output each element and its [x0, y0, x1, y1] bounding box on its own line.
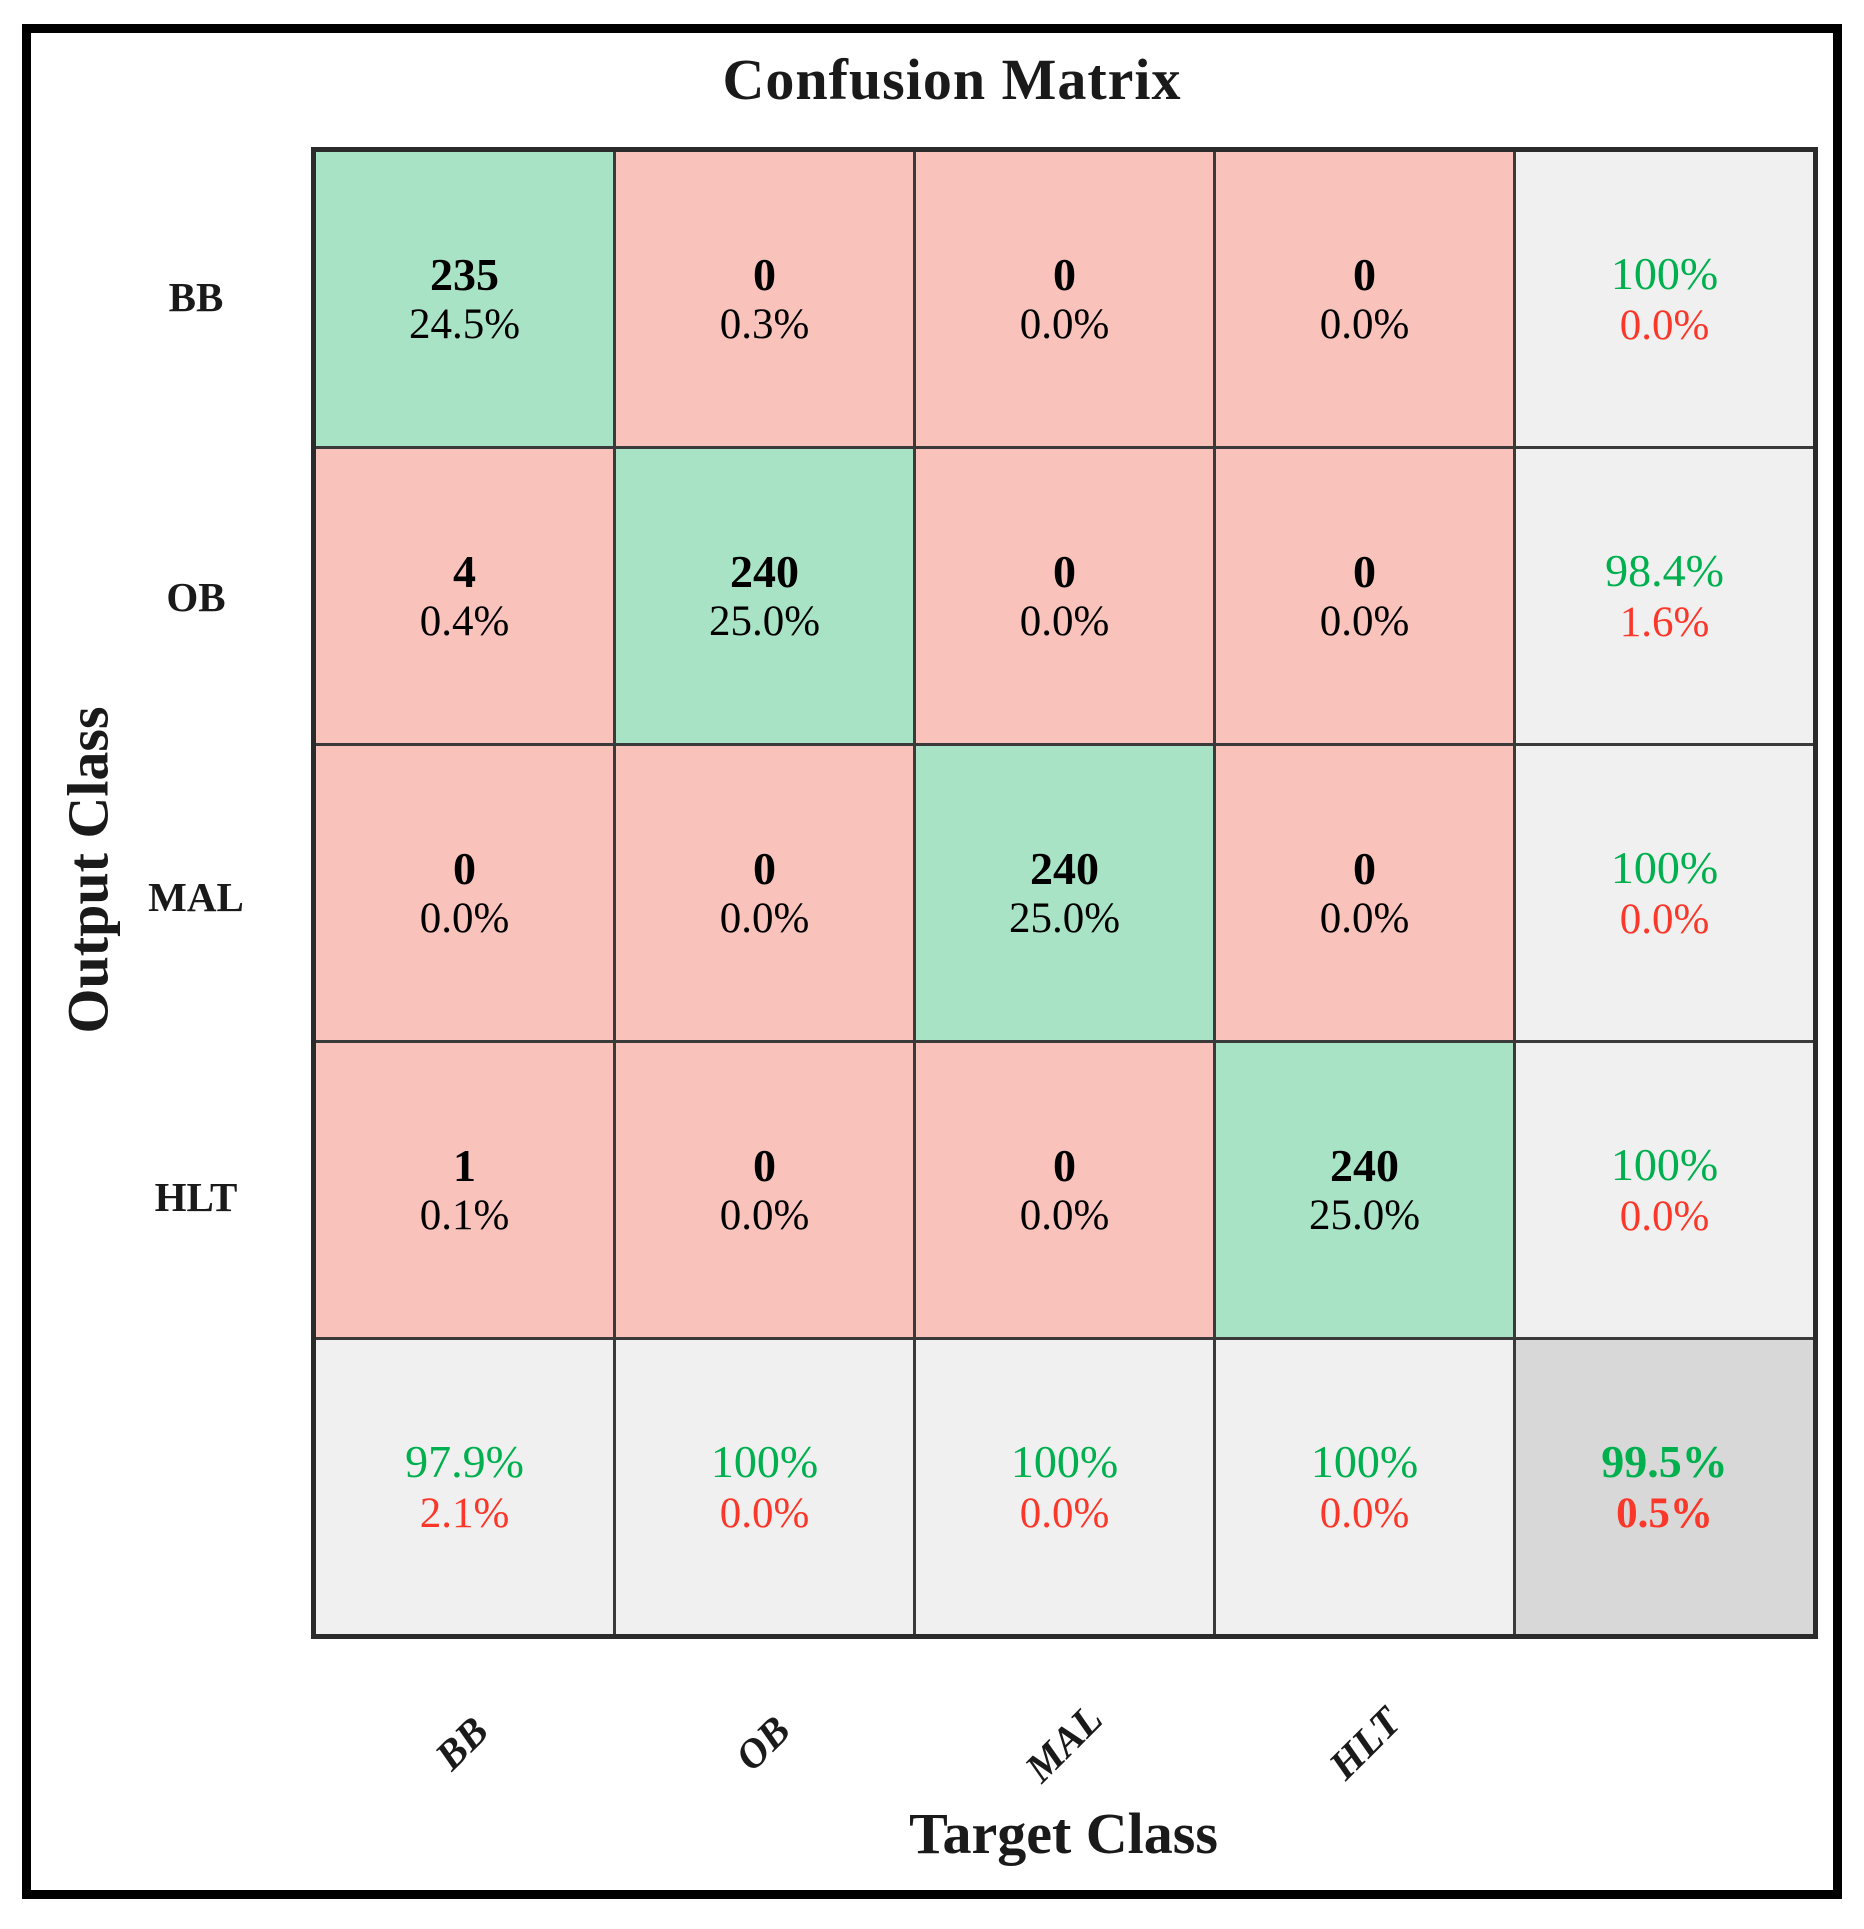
cell-count: 0	[1053, 1140, 1076, 1192]
col-error: 0.0%	[1019, 1489, 1110, 1537]
col-summary-c2: 100% 0.0%	[913, 1337, 1216, 1638]
cell-r0c3: 0 0.0%	[1213, 148, 1516, 449]
cell-count: 0	[753, 249, 776, 301]
cell-count: 235	[430, 249, 499, 301]
cell-r3c0: 1 0.1%	[312, 1040, 616, 1340]
cell-percent: 0.3%	[719, 300, 810, 348]
chart-title: Confusion Matrix	[722, 47, 1182, 112]
y-tick-hlt: HLT	[154, 1174, 238, 1220]
cell-count: 0	[1353, 546, 1376, 598]
y-tick-labels: BB OB MAL HLT	[96, 147, 296, 1347]
cell-percent: 0.1%	[419, 1191, 510, 1239]
col-recall: 100%	[1310, 1435, 1419, 1487]
y-tick-mal: MAL	[148, 874, 244, 920]
row-precision: 100%	[1610, 841, 1719, 893]
row-error: 1.6%	[1619, 598, 1710, 646]
matrix-row-hlt: 1 0.1% 0 0.0% 0 0.0% 240 25.0% 100% 0.0%	[312, 1040, 1817, 1340]
row-error: 0.0%	[1619, 895, 1710, 943]
cell-count: 240	[730, 546, 799, 598]
cell-r1c2: 0 0.0%	[913, 446, 1216, 746]
col-recall: 97.9%	[405, 1435, 524, 1487]
cell-count: 0	[753, 1140, 776, 1192]
overall-accuracy: 99.5%	[1601, 1435, 1728, 1487]
col-summary-c0: 97.9% 2.1%	[312, 1337, 616, 1638]
y-tick-ob: OB	[166, 574, 226, 620]
row-precision: 98.4%	[1605, 544, 1724, 596]
cell-count: 0	[1053, 546, 1076, 598]
col-recall: 100%	[1010, 1435, 1119, 1487]
cell-count: 0	[453, 843, 476, 895]
cell-percent: 25.0%	[1008, 894, 1121, 942]
row-precision: 100%	[1610, 1138, 1719, 1190]
cell-percent: 24.5%	[408, 300, 521, 348]
row-error: 0.0%	[1619, 301, 1710, 349]
cell-r0c2: 0 0.0%	[913, 148, 1216, 449]
cell-percent: 0.0%	[719, 1191, 810, 1239]
row-summary-r1: 98.4% 1.6%	[1513, 446, 1817, 746]
cell-count: 0	[1353, 843, 1376, 895]
overall-error: 0.5%	[1616, 1489, 1713, 1537]
col-error: 2.1%	[419, 1489, 510, 1537]
matrix-row-ob: 4 0.4% 240 25.0% 0 0.0% 0 0.0% 98.4% 1.6…	[312, 446, 1817, 746]
x-axis-title: Target Class	[909, 1801, 1218, 1866]
confusion-matrix-grid: 235 24.5% 0 0.3% 0 0.0% 0 0.0% 100% 0.0%	[311, 147, 1818, 1639]
cell-count: 0	[1053, 249, 1076, 301]
cell-r3c2: 0 0.0%	[913, 1040, 1216, 1340]
cell-percent: 0.0%	[419, 894, 510, 942]
cell-r3c1: 0 0.0%	[613, 1040, 916, 1340]
cell-count: 4	[453, 546, 476, 598]
row-error: 0.0%	[1619, 1192, 1710, 1240]
cell-percent: 0.0%	[1319, 894, 1410, 942]
cell-r0c0: 235 24.5%	[312, 148, 616, 449]
cell-r2c0: 0 0.0%	[312, 743, 616, 1043]
cell-percent: 0.0%	[1319, 597, 1410, 645]
cell-percent: 0.4%	[419, 597, 510, 645]
cell-r1c0: 4 0.4%	[312, 446, 616, 746]
row-summary-r0: 100% 0.0%	[1513, 148, 1817, 449]
matrix-summary-row: 97.9% 2.1% 100% 0.0% 100% 0.0% 100% 0.0%…	[312, 1337, 1817, 1638]
cell-count: 240	[1330, 1140, 1399, 1192]
col-error: 0.0%	[1319, 1489, 1410, 1537]
row-summary-r3: 100% 0.0%	[1513, 1040, 1817, 1340]
row-summary-r2: 100% 0.0%	[1513, 743, 1817, 1043]
y-tick-bb: BB	[168, 274, 224, 320]
cell-percent: 25.0%	[1308, 1191, 1421, 1239]
cell-percent: 0.0%	[719, 894, 810, 942]
cell-count: 240	[1030, 843, 1099, 895]
row-precision: 100%	[1610, 247, 1719, 299]
cell-r1c1: 240 25.0%	[613, 446, 916, 746]
cell-count: 0	[1353, 249, 1376, 301]
cell-percent: 0.0%	[1019, 597, 1110, 645]
cell-r2c3: 0 0.0%	[1213, 743, 1516, 1043]
col-summary-c3: 100% 0.0%	[1213, 1337, 1516, 1638]
matrix-row-bb: 235 24.5% 0 0.3% 0 0.0% 0 0.0% 100% 0.0%	[312, 148, 1817, 449]
cell-r2c2: 240 25.0%	[913, 743, 1216, 1043]
cell-r2c1: 0 0.0%	[613, 743, 916, 1043]
cell-count: 0	[753, 843, 776, 895]
matrix-row-mal: 0 0.0% 0 0.0% 240 25.0% 0 0.0% 100% 0.0%	[312, 743, 1817, 1043]
cell-r0c1: 0 0.3%	[613, 148, 916, 449]
col-summary-c1: 100% 0.0%	[613, 1337, 916, 1638]
cell-r1c3: 0 0.0%	[1213, 446, 1516, 746]
cell-count: 1	[453, 1140, 476, 1192]
cell-percent: 0.0%	[1319, 300, 1410, 348]
col-error: 0.0%	[719, 1489, 810, 1537]
col-recall: 100%	[710, 1435, 819, 1487]
cell-percent: 25.0%	[708, 597, 821, 645]
cell-r3c3: 240 25.0%	[1213, 1040, 1516, 1340]
cell-percent: 0.0%	[1019, 1191, 1110, 1239]
cell-percent: 0.0%	[1019, 300, 1110, 348]
overall-accuracy-cell: 99.5% 0.5%	[1513, 1337, 1817, 1638]
